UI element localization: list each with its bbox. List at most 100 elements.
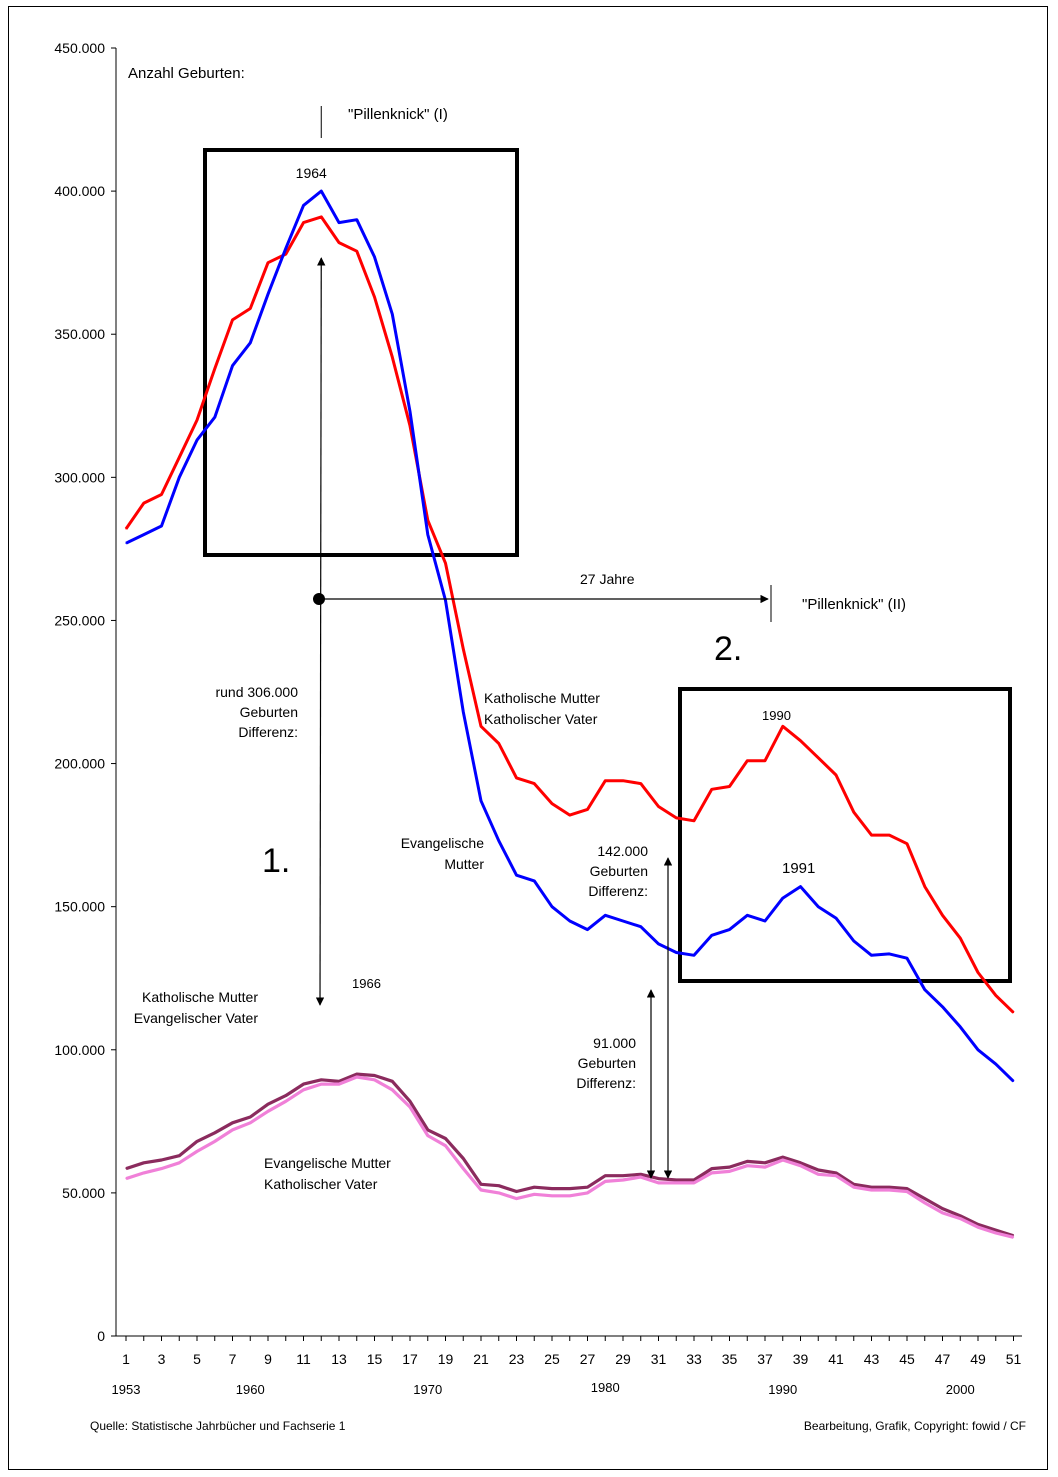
label-diff-91000-line-3: Differenz:	[576, 1075, 636, 1091]
data-point	[533, 782, 535, 785]
data-point	[622, 780, 624, 782]
label-diff-306000-line-2: Geburten	[240, 704, 298, 720]
data-point	[231, 319, 234, 321]
data-point	[302, 1083, 305, 1085]
annotations: "Pillenknick" (I) 1964 rund 306.000 Geburte…	[134, 106, 906, 1192]
data-point	[835, 1172, 837, 1174]
y-tick-label: 100.000	[54, 1042, 105, 1058]
data-point	[462, 1167, 464, 1170]
data-point	[320, 216, 322, 218]
data-point	[143, 1162, 145, 1164]
data-point	[356, 219, 358, 221]
year-label: 1980	[591, 1380, 620, 1395]
x-tick-label: 25	[544, 1351, 560, 1367]
data-point	[214, 1140, 216, 1142]
footer-copyright: Bearbeitung, Grafik, Copyright: fowid / …	[804, 1419, 1026, 1433]
data-point	[870, 1186, 873, 1188]
label-diff-306000-line-3: Differenz:	[238, 724, 298, 740]
data-point	[515, 777, 518, 779]
data-point	[782, 1156, 784, 1158]
data-point	[196, 1150, 198, 1152]
x-tick-label: 45	[899, 1351, 915, 1367]
data-point	[746, 1160, 748, 1163]
data-point	[711, 1172, 713, 1174]
data-point	[586, 808, 589, 810]
data-point	[799, 1162, 802, 1164]
chart-frame	[8, 6, 1048, 1470]
data-point	[373, 296, 376, 298]
data-point	[178, 1155, 180, 1157]
data-point	[764, 1162, 766, 1164]
data-point	[711, 788, 713, 790]
series-line	[125, 1075, 1014, 1239]
footer-source: Quelle: Statistische Jahrbücher und Fach…	[90, 1419, 346, 1433]
data-point	[941, 914, 944, 916]
data-point	[569, 1187, 571, 1190]
year-label: 1970	[413, 1382, 442, 1397]
data-point	[746, 914, 748, 916]
y-tick-label: 150.000	[54, 899, 105, 915]
x-tick-label: 13	[331, 1351, 347, 1367]
data-point	[693, 1179, 695, 1181]
data-point	[959, 1215, 961, 1217]
data-point	[959, 1218, 961, 1220]
data-point	[249, 1116, 251, 1118]
data-point	[995, 1232, 997, 1234]
data-point	[551, 1187, 553, 1190]
series-line	[124, 215, 1015, 1014]
data-point	[285, 247, 287, 249]
data-point	[728, 785, 731, 788]
data-point	[196, 1140, 198, 1142]
data-point	[373, 1074, 376, 1077]
data-point	[906, 843, 908, 845]
data-point	[622, 920, 624, 922]
data-point	[870, 954, 873, 956]
y-tick-label: 300.000	[54, 469, 105, 485]
data-point	[728, 1166, 731, 1168]
x-tick-label: 21	[473, 1351, 489, 1367]
data-point	[640, 926, 642, 928]
data-point	[373, 1079, 376, 1081]
data-point	[444, 1145, 447, 1147]
data-point	[746, 760, 748, 762]
data-point	[853, 940, 855, 942]
data-point	[498, 840, 500, 842]
data-point	[480, 1183, 482, 1185]
data-point	[657, 805, 660, 808]
data-point	[569, 920, 571, 922]
data-point	[160, 1159, 163, 1161]
label-step-2: 2.	[714, 630, 742, 668]
label-diff-91000-line-1: 91.000	[593, 1035, 636, 1051]
data-point	[977, 1223, 979, 1225]
x-tick-label: 1	[122, 1351, 130, 1367]
data-point	[941, 1212, 944, 1214]
data-point	[817, 906, 819, 908]
data-point	[480, 1189, 482, 1191]
y-tick-label: 200.000	[54, 756, 105, 772]
data-point	[196, 419, 198, 421]
data-point	[285, 1094, 287, 1097]
data-point	[924, 1202, 926, 1204]
data-point	[1012, 1236, 1015, 1238]
data-point	[231, 1122, 234, 1124]
data-point	[480, 725, 482, 727]
label-evang-mutter-line-1: Evangelische	[401, 835, 484, 851]
data-point	[569, 1195, 571, 1197]
data-point	[640, 782, 642, 785]
data-point	[160, 493, 163, 496]
data-point	[817, 1169, 819, 1171]
data-point	[125, 542, 127, 544]
x-tick-label: 9	[264, 1351, 272, 1367]
data-point	[338, 1080, 340, 1082]
label-diff-142000-line-1: 142.000	[597, 843, 648, 859]
data-point	[959, 937, 961, 939]
y-tick-label: 0	[97, 1328, 105, 1344]
data-point	[249, 307, 251, 310]
arrow-306000	[315, 257, 326, 1006]
label-kath-mutter-kath-vater-line-2: Katholischer Vater	[484, 711, 598, 727]
data-point	[533, 1193, 535, 1195]
x-tick-label: 19	[438, 1351, 454, 1367]
data-point	[622, 1179, 624, 1181]
data-point	[817, 1173, 819, 1175]
